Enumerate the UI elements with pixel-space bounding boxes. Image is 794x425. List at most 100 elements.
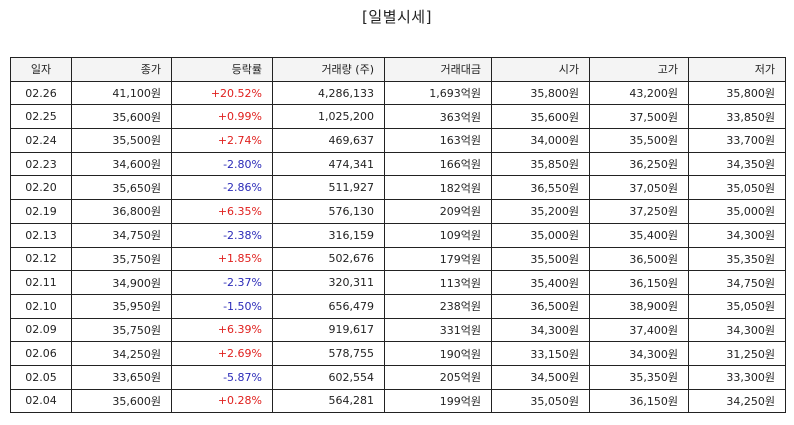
- cell-date: 02.23: [10, 151, 72, 177]
- cell-volume: 502,676: [272, 246, 385, 272]
- cell-date: 02.06: [10, 341, 72, 366]
- cell-high: 37,400원: [589, 317, 689, 343]
- table-row: 02.06 34,250원 +2.69% 578,755 190억원 33,150원 34,…: [10, 341, 786, 366]
- cell-open: 35,500원: [491, 246, 590, 272]
- cell-change: +2.69%: [171, 341, 273, 366]
- table-row: 02.12 35,750원 +1.85% 502,676 179억원 35,500원 36,…: [10, 246, 786, 272]
- cell-change: +6.39%: [171, 317, 273, 343]
- daily-price-table: 일자 종가 등락률 거래량 (주) 거래대금 시가 고가 저가 02.26 41,…: [10, 57, 786, 414]
- cell-volume: 564,281: [272, 388, 385, 414]
- table-body: 02.26 41,100원 +20.52% 4,286,133 1,693억원 35,80…: [10, 80, 786, 414]
- header-date: 일자: [10, 57, 72, 82]
- cell-high: 37,050원: [589, 175, 689, 201]
- cell-date: 02.24: [10, 128, 72, 153]
- cell-low: 34,300원: [688, 317, 786, 343]
- cell-amount: 179억원: [384, 246, 492, 272]
- table-row: 02.13 34,750원 -2.38% 316,159 109억원 35,000원 35,…: [10, 222, 786, 248]
- cell-high: 36,500원: [589, 246, 689, 272]
- cell-volume: 576,130: [272, 199, 385, 224]
- cell-low: 34,250원: [688, 388, 786, 414]
- cell-open: 36,500원: [491, 293, 590, 319]
- cell-volume: 511,927: [272, 175, 385, 201]
- cell-change: -2.80%: [171, 151, 273, 177]
- cell-close: 35,950원: [71, 293, 172, 319]
- cell-open: 34,500원: [491, 364, 590, 390]
- cell-amount: 363억원: [384, 104, 492, 130]
- cell-close: 35,600원: [71, 388, 172, 414]
- cell-low: 35,350원: [688, 246, 786, 272]
- cell-amount: 113억원: [384, 270, 492, 295]
- cell-high: 38,900원: [589, 293, 689, 319]
- cell-change: -2.86%: [171, 175, 273, 201]
- cell-close: 34,750원: [71, 222, 172, 248]
- header-close: 종가: [71, 57, 172, 82]
- cell-amount: 190억원: [384, 341, 492, 366]
- cell-amount: 166억원: [384, 151, 492, 177]
- cell-amount: 182억원: [384, 175, 492, 201]
- header-amount: 거래대금: [384, 57, 492, 82]
- cell-low: 35,050원: [688, 293, 786, 319]
- header-volume: 거래량 (주): [272, 57, 385, 82]
- cell-high: 36,150원: [589, 270, 689, 295]
- cell-volume: 1,025,200: [272, 104, 385, 130]
- table-row: 02.19 36,800원 +6.35% 576,130 209억원 35,200원 37,…: [10, 199, 786, 224]
- cell-open: 36,550원: [491, 175, 590, 201]
- cell-amount: 209억원: [384, 199, 492, 224]
- cell-change: -2.37%: [171, 270, 273, 295]
- header-high: 고가: [589, 57, 689, 82]
- cell-amount: 163억원: [384, 128, 492, 153]
- cell-close: 35,750원: [71, 246, 172, 272]
- cell-date: 02.20: [10, 175, 72, 201]
- table-row: 02.04 35,600원 +0.28% 564,281 199억원 35,050원 36,…: [10, 388, 786, 414]
- cell-volume: 919,617: [272, 317, 385, 343]
- cell-change: -5.87%: [171, 364, 273, 390]
- cell-date: 02.13: [10, 222, 72, 248]
- cell-open: 33,150원: [491, 341, 590, 366]
- table-row: 02.09 35,750원 +6.39% 919,617 331억원 34,300원 37,…: [10, 317, 786, 343]
- cell-volume: 4,286,133: [272, 80, 385, 106]
- cell-high: 37,250원: [589, 199, 689, 224]
- cell-close: 35,500원: [71, 128, 172, 153]
- cell-low: 34,350원: [688, 151, 786, 177]
- cell-date: 02.05: [10, 364, 72, 390]
- cell-open: 35,800원: [491, 80, 590, 106]
- cell-open: 35,200원: [491, 199, 590, 224]
- cell-low: 35,000원: [688, 199, 786, 224]
- cell-low: 35,050원: [688, 175, 786, 201]
- page-title: [일별시세]: [362, 8, 432, 26]
- cell-volume: 320,311: [272, 270, 385, 295]
- cell-low: 33,700원: [688, 128, 786, 153]
- cell-change: +0.99%: [171, 104, 273, 130]
- cell-close: 34,600원: [71, 151, 172, 177]
- cell-high: 36,150원: [589, 388, 689, 414]
- cell-open: 35,600원: [491, 104, 590, 130]
- cell-low: 31,250원: [688, 341, 786, 366]
- cell-close: 34,900원: [71, 270, 172, 295]
- cell-date: 02.26: [10, 80, 72, 106]
- cell-amount: 199억원: [384, 388, 492, 414]
- cell-date: 02.10: [10, 293, 72, 319]
- cell-change: -2.38%: [171, 222, 273, 248]
- cell-close: 33,650원: [71, 364, 172, 390]
- cell-date: 02.12: [10, 246, 72, 272]
- cell-close: 35,750원: [71, 317, 172, 343]
- cell-high: 37,500원: [589, 104, 689, 130]
- cell-close: 35,650원: [71, 175, 172, 201]
- table-row: 02.11 34,900원 -2.37% 320,311 113억원 35,400원 36,…: [10, 270, 786, 295]
- cell-volume: 578,755: [272, 341, 385, 366]
- cell-low: 33,300원: [688, 364, 786, 390]
- cell-date: 02.04: [10, 388, 72, 414]
- cell-change: +2.74%: [171, 128, 273, 153]
- table-row: 02.25 35,600원 +0.99% 1,025,200 363억원 35,600원 3…: [10, 104, 786, 130]
- cell-close: 41,100원: [71, 80, 172, 106]
- cell-volume: 656,479: [272, 293, 385, 319]
- cell-high: 35,350원: [589, 364, 689, 390]
- cell-volume: 602,554: [272, 364, 385, 390]
- table-row: 02.10 35,950원 -1.50% 656,479 238억원 36,500원 38,…: [10, 293, 786, 319]
- cell-amount: 109억원: [384, 222, 492, 248]
- cell-low: 33,850원: [688, 104, 786, 130]
- table-header-row: 일자 종가 등락률 거래량 (주) 거래대금 시가 고가 저가: [10, 57, 786, 82]
- cell-open: 35,000원: [491, 222, 590, 248]
- cell-high: 34,300원: [589, 341, 689, 366]
- cell-date: 02.19: [10, 199, 72, 224]
